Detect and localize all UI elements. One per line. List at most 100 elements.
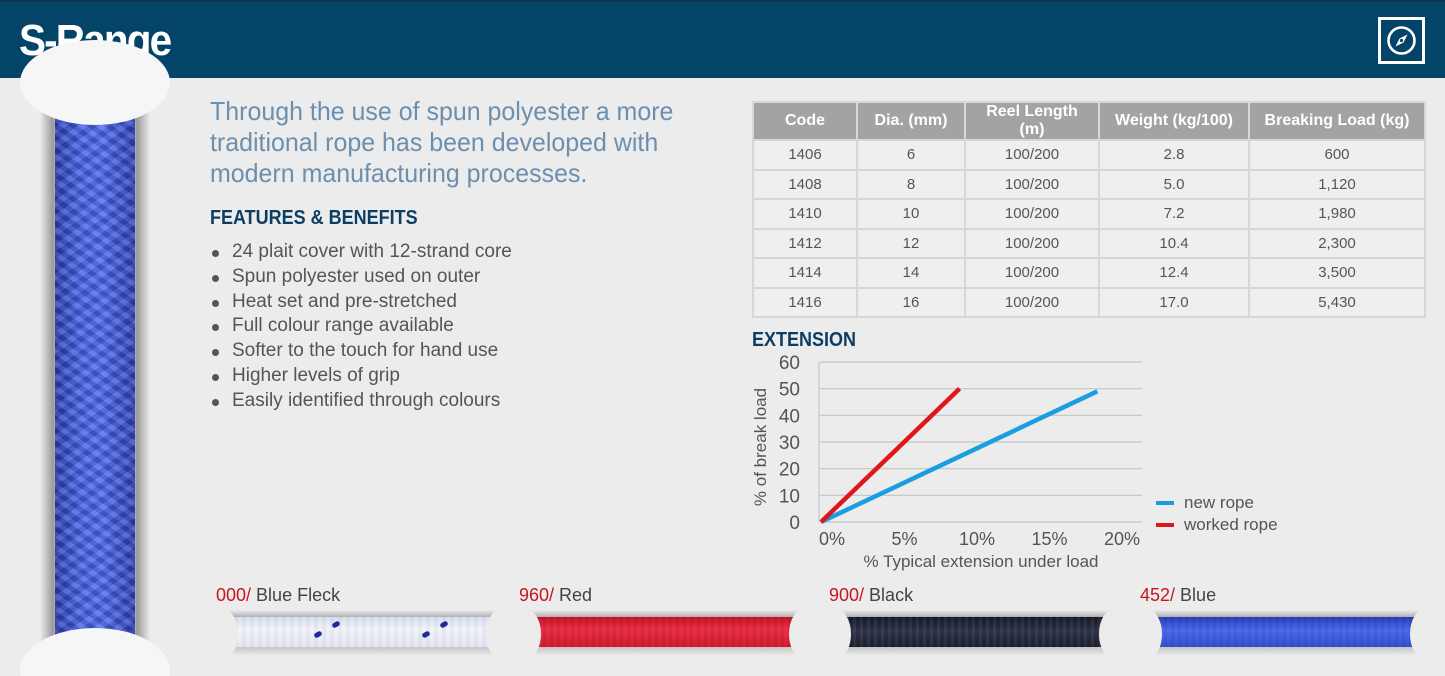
svg-text:40: 40	[779, 406, 800, 427]
cell-breaking-load: 1,980	[1248, 198, 1426, 230]
x-axis-ticks: 0% 5% 10% 15% 20%	[819, 529, 1140, 549]
x-axis-label: % Typical extension under load	[863, 552, 1098, 571]
svg-text:30: 30	[779, 433, 800, 454]
feature-item: Spun polyester used on outer	[210, 265, 512, 290]
intro-text: Through the use of spun polyester a more…	[210, 96, 674, 188]
table-row: 1412 12 100/200 10.4 2,300	[752, 227, 1426, 259]
colour-name: Black	[864, 585, 914, 605]
cell-code: 1408	[752, 168, 858, 200]
cell-reel-length: 100/200	[964, 198, 1100, 230]
cell-weight: 10.4	[1098, 227, 1250, 259]
legend-label: worked rope	[1184, 515, 1278, 534]
svg-text:15%: 15%	[1031, 529, 1067, 549]
cell-diameter: 12	[856, 227, 966, 259]
cell-reel-length: 100/200	[964, 286, 1100, 318]
colour-code: 900/	[829, 585, 865, 605]
feature-item: Higher levels of grip	[210, 364, 512, 389]
spec-table: Code Dia. (mm) Reel Length (m) Weight (k…	[752, 101, 1426, 318]
colour-code: 000/	[216, 585, 252, 605]
column-header-diameter: Dia. (mm)	[856, 101, 966, 141]
compass-icon[interactable]	[1378, 17, 1425, 64]
cell-diameter: 8	[856, 168, 966, 200]
table-row: 1408 8 100/200 5.0 1,120	[752, 168, 1426, 200]
colour-swatch-red: 960/ Red	[511, 585, 819, 665]
extension-heading: EXTENSION	[752, 329, 857, 351]
column-header-code: Code	[752, 101, 858, 141]
colour-code: 960/	[519, 585, 555, 605]
rope-image-vertical	[0, 40, 190, 676]
table-row: 1416 16 100/200 17.0 5,430	[752, 286, 1426, 318]
rope-image	[529, 617, 801, 647]
cell-breaking-load: 600	[1248, 139, 1426, 171]
svg-text:20: 20	[779, 460, 800, 481]
colour-swatch-black: 900/ Black	[821, 585, 1129, 665]
svg-text:20%: 20%	[1104, 529, 1140, 549]
feature-item: Full colour range available	[210, 314, 512, 339]
svg-text:10%: 10%	[959, 529, 995, 549]
cell-diameter: 6	[856, 139, 966, 171]
svg-text:10: 10	[779, 486, 800, 507]
series-line-new-rope	[820, 389, 1099, 525]
colour-code: 452/	[1140, 585, 1176, 605]
features-list: 24 plait cover with 12-strand core Spun …	[210, 240, 512, 414]
cell-code: 1412	[752, 227, 858, 259]
column-header-breaking-load: Breaking Load (kg)	[1248, 101, 1426, 141]
cell-diameter: 14	[856, 257, 966, 289]
cell-reel-length: 100/200	[964, 257, 1100, 289]
cell-breaking-load: 5,430	[1248, 286, 1426, 318]
cell-weight: 5.0	[1098, 168, 1250, 200]
legend-item-worked-rope: worked rope	[1156, 514, 1278, 536]
cell-breaking-load: 2,300	[1248, 227, 1426, 259]
colour-swatch-blue-fleck: 000/ Blue Fleck	[208, 585, 516, 665]
extension-chart: 0 10 20 30 40 50 60 0% 5% 10% 15% 20% % of break l…	[751, 355, 1142, 571]
legend-label: new rope	[1184, 493, 1254, 512]
cell-reel-length: 100/200	[964, 139, 1100, 171]
svg-text:50: 50	[779, 380, 800, 401]
y-axis-label: % of break load	[751, 388, 770, 506]
rope-image	[1150, 617, 1422, 647]
svg-text:0: 0	[789, 513, 800, 534]
y-axis-ticks: 0 10 20 30 40 50 60	[779, 355, 800, 534]
features-heading: FEATURES & BENEFITS	[210, 207, 418, 229]
cell-weight: 17.0	[1098, 286, 1250, 318]
feature-item: Softer to the touch for hand use	[210, 339, 512, 364]
cell-diameter: 10	[856, 198, 966, 230]
cell-weight: 12.4	[1098, 257, 1250, 289]
cell-code: 1414	[752, 257, 858, 289]
page-header: S-Range	[0, 0, 1445, 78]
legend-item-new-rope: new rope	[1156, 492, 1278, 514]
column-header-reel-length: Reel Length (m)	[964, 101, 1100, 141]
feature-item: Easily identified through colours	[210, 389, 512, 414]
cell-diameter: 16	[856, 286, 966, 318]
colour-swatch-blue: 452/ Blue	[1132, 585, 1440, 665]
feature-item: Heat set and pre-stretched	[210, 290, 512, 315]
svg-text:60: 60	[779, 355, 800, 374]
cell-code: 1406	[752, 139, 858, 171]
chart-legend: new rope worked rope	[1156, 492, 1278, 536]
cell-breaking-load: 3,500	[1248, 257, 1426, 289]
feature-item: 24 plait cover with 12-strand core	[210, 240, 512, 265]
cell-reel-length: 100/200	[964, 168, 1100, 200]
cell-code: 1410	[752, 198, 858, 230]
table-row: 1414 14 100/200 12.4 3,500	[752, 257, 1426, 289]
colour-name: Red	[554, 585, 593, 605]
cell-code: 1416	[752, 286, 858, 318]
chart-series	[819, 387, 1099, 525]
cell-weight: 7.2	[1098, 198, 1250, 230]
cell-reel-length: 100/200	[964, 227, 1100, 259]
table-header-row: Code Dia. (mm) Reel Length (m) Weight (k…	[752, 101, 1426, 141]
series-line-worked-rope	[819, 387, 962, 524]
cell-weight: 2.8	[1098, 139, 1250, 171]
legend-swatch-blue	[1156, 501, 1174, 505]
colour-name: Blue	[1175, 585, 1217, 605]
table-row: 1406 6 100/200 2.8 600	[752, 139, 1426, 171]
legend-swatch-red	[1156, 523, 1174, 527]
column-header-weight: Weight (kg/100)	[1098, 101, 1250, 141]
cell-breaking-load: 1,120	[1248, 168, 1426, 200]
rope-image	[226, 617, 498, 647]
svg-text:0%: 0%	[819, 529, 845, 549]
svg-text:5%: 5%	[891, 529, 917, 549]
rope-image	[839, 617, 1111, 647]
colour-name: Blue Fleck	[251, 585, 341, 605]
table-row: 1410 10 100/200 7.2 1,980	[752, 198, 1426, 230]
